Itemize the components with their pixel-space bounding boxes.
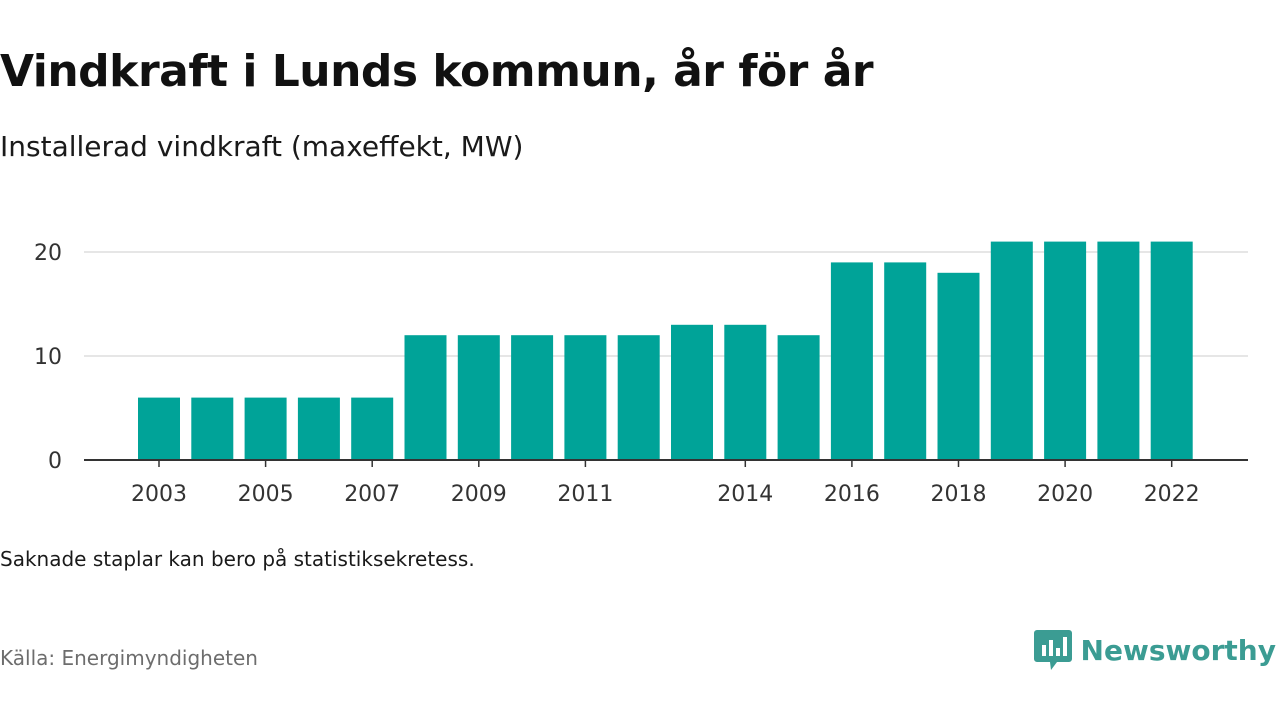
x-axis-ticks: 2003 2005 2007 2009 2011 2014 2016 2018 2020 2022 — [131, 460, 1200, 507]
bar-2003 — [138, 397, 180, 460]
newsworthy-logo: Newsworthy — [1033, 628, 1276, 672]
bar-2010 — [511, 335, 554, 460]
bar-2005 — [244, 397, 287, 460]
bar-2015 — [777, 335, 820, 460]
bar-2006 — [297, 397, 340, 460]
x-tick-label: 2003 — [131, 482, 187, 507]
bar-2016 — [830, 262, 873, 460]
chart-subtitle: Installerad vindkraft (maxeffekt, MW) — [0, 130, 524, 163]
x-tick-label: 2011 — [557, 482, 613, 507]
bar-2014 — [724, 324, 767, 460]
bar-2008 — [404, 335, 447, 460]
chart-bubble-icon — [1033, 630, 1072, 670]
bar-2017 — [884, 262, 927, 460]
bar-2020 — [1044, 241, 1087, 460]
bar-2007 — [351, 397, 394, 460]
bars — [138, 241, 1193, 460]
x-tick-label: 2016 — [824, 482, 880, 507]
y-axis-ticks: 0 10 20 — [34, 241, 62, 474]
y-tick-label: 0 — [48, 449, 62, 474]
x-tick-label: 2014 — [717, 482, 773, 507]
x-tick-label: 2020 — [1037, 482, 1093, 507]
brand-name: Newsworthy — [1080, 633, 1276, 667]
footnote: Saknade staplar kan bero på statistiksek… — [0, 547, 475, 571]
y-tick-label: 20 — [34, 241, 62, 266]
source-credit: Källa: Energimyndigheten — [0, 646, 258, 670]
chart-title: Vindkraft i Lunds kommun, år för år — [0, 46, 874, 97]
x-tick-label: 2009 — [451, 482, 507, 507]
x-tick-label: 2005 — [238, 482, 294, 507]
bar-2021 — [1097, 241, 1140, 460]
bar-2009 — [457, 335, 500, 460]
bar-2022 — [1150, 241, 1193, 460]
bar-2012 — [617, 335, 660, 460]
x-tick-label: 2018 — [931, 482, 987, 507]
y-tick-label: 10 — [34, 345, 62, 370]
bar-2013 — [671, 324, 713, 460]
bar-2018 — [937, 272, 980, 460]
bar-2011 — [564, 335, 607, 460]
bar-2019 — [990, 241, 1033, 460]
x-tick-label: 2022 — [1144, 482, 1200, 507]
x-tick-label: 2007 — [344, 482, 400, 507]
bar-2004 — [191, 397, 234, 460]
